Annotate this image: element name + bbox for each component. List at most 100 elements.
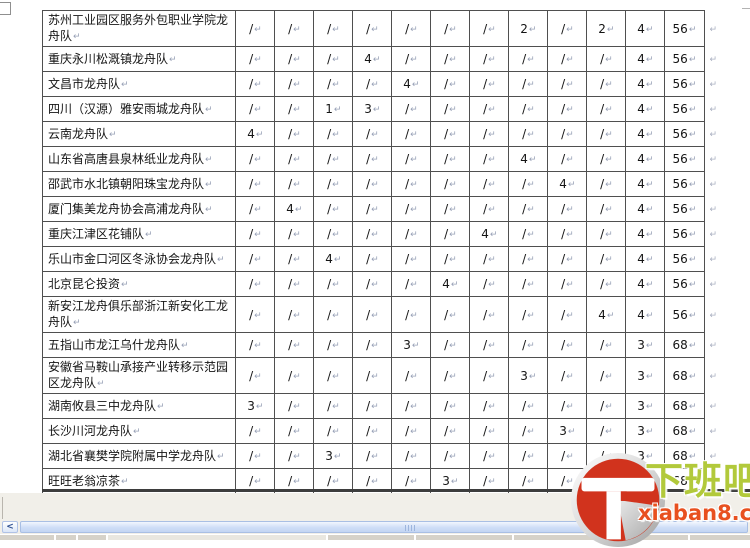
data-cell[interactable]: /↵ — [274, 96, 315, 122]
data-cell[interactable]: /↵ — [352, 121, 393, 147]
data-cell[interactable]: /↵ — [586, 393, 627, 419]
data-cell[interactable]: /↵ — [391, 271, 432, 297]
data-cell[interactable]: /↵ — [313, 357, 354, 394]
data-cell[interactable]: 4↵ — [625, 10, 666, 47]
data-cell[interactable]: 4↵ — [586, 296, 627, 333]
data-cell[interactable]: 3↵ — [625, 332, 666, 358]
data-cell[interactable]: /↵ — [586, 332, 627, 358]
data-cell[interactable]: /↵ — [469, 393, 510, 419]
data-cell[interactable]: 3↵ — [313, 443, 354, 469]
data-cell[interactable]: /↵ — [469, 443, 510, 469]
data-cell[interactable]: /↵ — [391, 357, 432, 394]
team-name-cell[interactable]: 乐山市金口河区冬泳协会龙舟队↵ — [41, 246, 237, 272]
data-cell[interactable]: 3↵ — [235, 393, 276, 419]
data-cell[interactable]: 56↵ — [664, 246, 705, 272]
data-cell[interactable]: /↵ — [274, 146, 315, 172]
data-cell[interactable]: /↵ — [469, 332, 510, 358]
data-cell[interactable]: /↵ — [508, 418, 549, 444]
data-cell[interactable]: /↵ — [469, 71, 510, 97]
data-cell[interactable]: /↵ — [313, 418, 354, 444]
data-cell[interactable]: 4↵ — [625, 246, 666, 272]
data-cell[interactable]: /↵ — [235, 146, 276, 172]
data-cell[interactable]: 4↵ — [508, 146, 549, 172]
data-cell[interactable]: /↵ — [586, 221, 627, 247]
data-cell[interactable]: /↵ — [508, 393, 549, 419]
data-cell[interactable]: /↵ — [274, 332, 315, 358]
data-cell[interactable]: /↵ — [547, 332, 588, 358]
data-cell[interactable]: /↵ — [430, 443, 471, 469]
data-cell[interactable]: /↵ — [352, 418, 393, 444]
data-cell[interactable]: 4↵ — [430, 271, 471, 297]
data-cell[interactable]: /↵ — [430, 393, 471, 419]
data-cell[interactable]: /↵ — [469, 246, 510, 272]
data-cell[interactable]: /↵ — [274, 71, 315, 97]
data-cell[interactable]: /↵ — [586, 121, 627, 147]
data-cell[interactable]: /↵ — [352, 146, 393, 172]
data-cell[interactable]: /↵ — [430, 121, 471, 147]
data-cell[interactable]: /↵ — [430, 196, 471, 222]
team-name-cell[interactable]: 长沙川河龙舟队↵ — [41, 418, 237, 444]
data-cell[interactable]: 56↵ — [664, 271, 705, 297]
data-cell[interactable]: /↵ — [313, 46, 354, 72]
data-cell[interactable]: 3↵ — [547, 418, 588, 444]
data-cell[interactable]: 3↵ — [625, 443, 666, 469]
data-cell[interactable]: /↵ — [508, 332, 549, 358]
data-cell[interactable]: /↵ — [352, 221, 393, 247]
data-cell[interactable]: /↵ — [274, 271, 315, 297]
data-cell[interactable]: /↵ — [586, 46, 627, 72]
data-cell[interactable]: 4↵ — [274, 196, 315, 222]
data-cell[interactable]: 4↵ — [625, 221, 666, 247]
data-cell[interactable]: 4↵ — [313, 246, 354, 272]
data-cell[interactable]: /↵ — [508, 121, 549, 147]
data-cell[interactable]: /↵ — [430, 146, 471, 172]
data-cell[interactable]: /↵ — [547, 96, 588, 122]
data-cell[interactable]: /↵ — [430, 246, 471, 272]
data-cell[interactable]: /↵ — [313, 332, 354, 358]
data-cell[interactable]: /↵ — [313, 71, 354, 97]
scroll-left-button[interactable]: < — [2, 521, 18, 533]
data-cell[interactable]: 56↵ — [664, 296, 705, 333]
data-cell[interactable]: /↵ — [508, 221, 549, 247]
data-cell[interactable]: /↵ — [235, 221, 276, 247]
data-cell[interactable]: 68↵ — [664, 418, 705, 444]
data-cell[interactable]: /↵ — [274, 393, 315, 419]
data-cell[interactable]: /↵ — [469, 196, 510, 222]
team-name-cell[interactable]: 新安江龙舟俱乐部浙江新安化工龙舟队↵ — [41, 296, 237, 333]
data-cell[interactable]: 56↵ — [664, 96, 705, 122]
data-cell[interactable]: 56↵ — [664, 46, 705, 72]
data-cell[interactable]: 3↵ — [352, 96, 393, 122]
data-cell[interactable]: /↵ — [313, 271, 354, 297]
data-cell[interactable]: /↵ — [274, 443, 315, 469]
data-cell[interactable]: /↵ — [547, 196, 588, 222]
data-cell[interactable]: 4↵ — [625, 46, 666, 72]
data-cell[interactable]: 68↵ — [664, 357, 705, 394]
team-name-cell[interactable]: 邵武市水北镇朝阳珠宝龙舟队↵ — [41, 171, 237, 197]
team-name-cell[interactable]: 五指山市龙江乌什龙舟队↵ — [41, 332, 237, 358]
data-cell[interactable]: /↵ — [235, 96, 276, 122]
data-cell[interactable]: /↵ — [352, 296, 393, 333]
data-cell[interactable]: 4↵ — [469, 221, 510, 247]
data-cell[interactable]: 4↵ — [235, 121, 276, 147]
data-cell[interactable]: 4↵ — [625, 171, 666, 197]
data-cell[interactable]: /↵ — [547, 46, 588, 72]
team-name-cell[interactable]: 云南龙舟队↵ — [41, 121, 237, 147]
data-cell[interactable]: /↵ — [547, 10, 588, 47]
data-cell[interactable]: /↵ — [430, 418, 471, 444]
data-cell[interactable]: 2↵ — [508, 10, 549, 47]
data-cell[interactable]: /↵ — [391, 221, 432, 247]
data-cell[interactable]: /↵ — [235, 418, 276, 444]
data-cell[interactable]: /↵ — [547, 393, 588, 419]
data-cell[interactable]: /↵ — [586, 96, 627, 122]
data-cell[interactable]: /↵ — [508, 71, 549, 97]
team-name-cell[interactable]: 北京昆仑投资↵ — [41, 271, 237, 297]
data-cell[interactable]: /↵ — [469, 46, 510, 72]
data-cell[interactable]: /↵ — [508, 246, 549, 272]
data-cell[interactable]: /↵ — [391, 10, 432, 47]
data-cell[interactable]: /↵ — [391, 96, 432, 122]
data-cell[interactable]: 4↵ — [625, 96, 666, 122]
data-cell[interactable]: /↵ — [586, 443, 627, 469]
team-name-cell[interactable]: 厦门集美龙舟协会高浦龙舟队↵ — [41, 196, 237, 222]
data-cell[interactable]: /↵ — [352, 71, 393, 97]
data-cell[interactable]: /↵ — [352, 271, 393, 297]
data-cell[interactable]: /↵ — [391, 443, 432, 469]
